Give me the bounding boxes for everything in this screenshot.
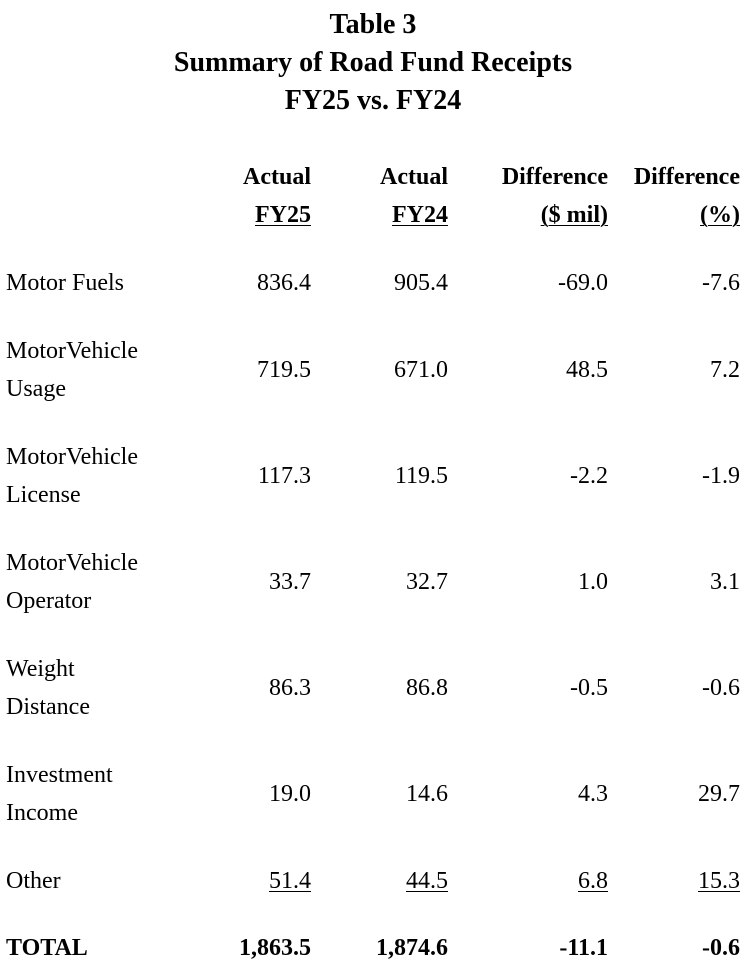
total-label: TOTAL <box>6 935 88 961</box>
title-line-1: Table 3 <box>329 9 417 40</box>
col-header-3-line-1: Difference <box>501 164 608 190</box>
cell-diff-pct: 3.1 <box>710 569 740 595</box>
cell-fy25: 51.4 <box>269 868 311 894</box>
cell-diff-mil: 1.0 <box>578 569 608 595</box>
table-title: Table 3 Summary of Road Fund Receipts FY… <box>0 6 746 120</box>
col-header-2-line-2: FY24 <box>392 202 448 228</box>
row-label-line-1: Investment <box>6 762 113 788</box>
total-diff-pct: -0.6 <box>702 935 740 961</box>
cell-diff-mil: -69.0 <box>558 270 608 296</box>
cell-fy24: 14.6 <box>406 781 448 807</box>
row-label-line-1: MotorVehicle <box>6 338 138 364</box>
row-label: Motor Fuels <box>6 270 125 296</box>
cell-diff-mil: 4.3 <box>578 781 608 807</box>
cell-diff-pct: 15.3 <box>698 868 740 894</box>
row-label-line-2: Operator <box>6 588 92 614</box>
col-header-4-line-2: (%) <box>700 202 740 228</box>
cell-fy24: 32.7 <box>406 569 448 595</box>
cell-diff-mil: 6.8 <box>578 868 608 894</box>
cell-fy24: 44.5 <box>406 868 448 894</box>
row-label-line-1: MotorVehicle <box>6 550 138 576</box>
cell-diff-mil: -0.5 <box>570 675 608 701</box>
cell-fy24: 119.5 <box>394 463 448 489</box>
cell-fy25: 719.5 <box>257 357 311 383</box>
title-line-2: Summary of Road Fund Receipts <box>173 47 573 78</box>
total-fy25: 1,863.5 <box>239 935 311 961</box>
cell-fy25: 836.4 <box>257 270 311 296</box>
cell-diff-pct: 7.2 <box>710 357 740 383</box>
cell-fy24: 86.8 <box>406 675 448 701</box>
row-label-line-2: Income <box>6 800 78 826</box>
row-label-line-2: License <box>6 482 81 508</box>
row-label-line-1: Weight <box>6 656 75 682</box>
cell-diff-pct: -1.9 <box>702 463 740 489</box>
cell-diff-pct: 29.7 <box>698 781 740 807</box>
cell-diff-mil: 48.5 <box>566 357 608 383</box>
total-diff-mil: -11.1 <box>559 935 608 961</box>
col-header-3-line-2: ($ mil) <box>540 202 608 228</box>
col-header-1-line-2: FY25 <box>255 202 311 228</box>
col-header-1-line-1: Actual <box>243 164 311 190</box>
col-header-4-line-1: Difference <box>633 164 740 190</box>
title-line-3: FY25 vs. FY24 <box>284 85 462 116</box>
cell-diff-pct: -0.6 <box>702 675 740 701</box>
cell-diff-pct: -7.6 <box>702 270 740 296</box>
row-label-line-1: MotorVehicle <box>6 444 138 470</box>
total-fy24: 1,874.6 <box>376 935 448 961</box>
cell-fy24: 905.4 <box>394 270 448 296</box>
cell-fy25: 86.3 <box>269 675 311 701</box>
row-label-line-2: Distance <box>6 694 90 720</box>
cell-diff-mil: -2.2 <box>570 463 608 489</box>
col-header-2-line-1: Actual <box>380 164 448 190</box>
cell-fy24: 671.0 <box>394 357 448 383</box>
row-label: Other <box>6 868 61 894</box>
cell-fy25: 33.7 <box>269 569 311 595</box>
cell-fy25: 19.0 <box>269 781 311 807</box>
cell-fy25: 117.3 <box>257 463 311 489</box>
row-label-line-2: Usage <box>6 376 66 402</box>
